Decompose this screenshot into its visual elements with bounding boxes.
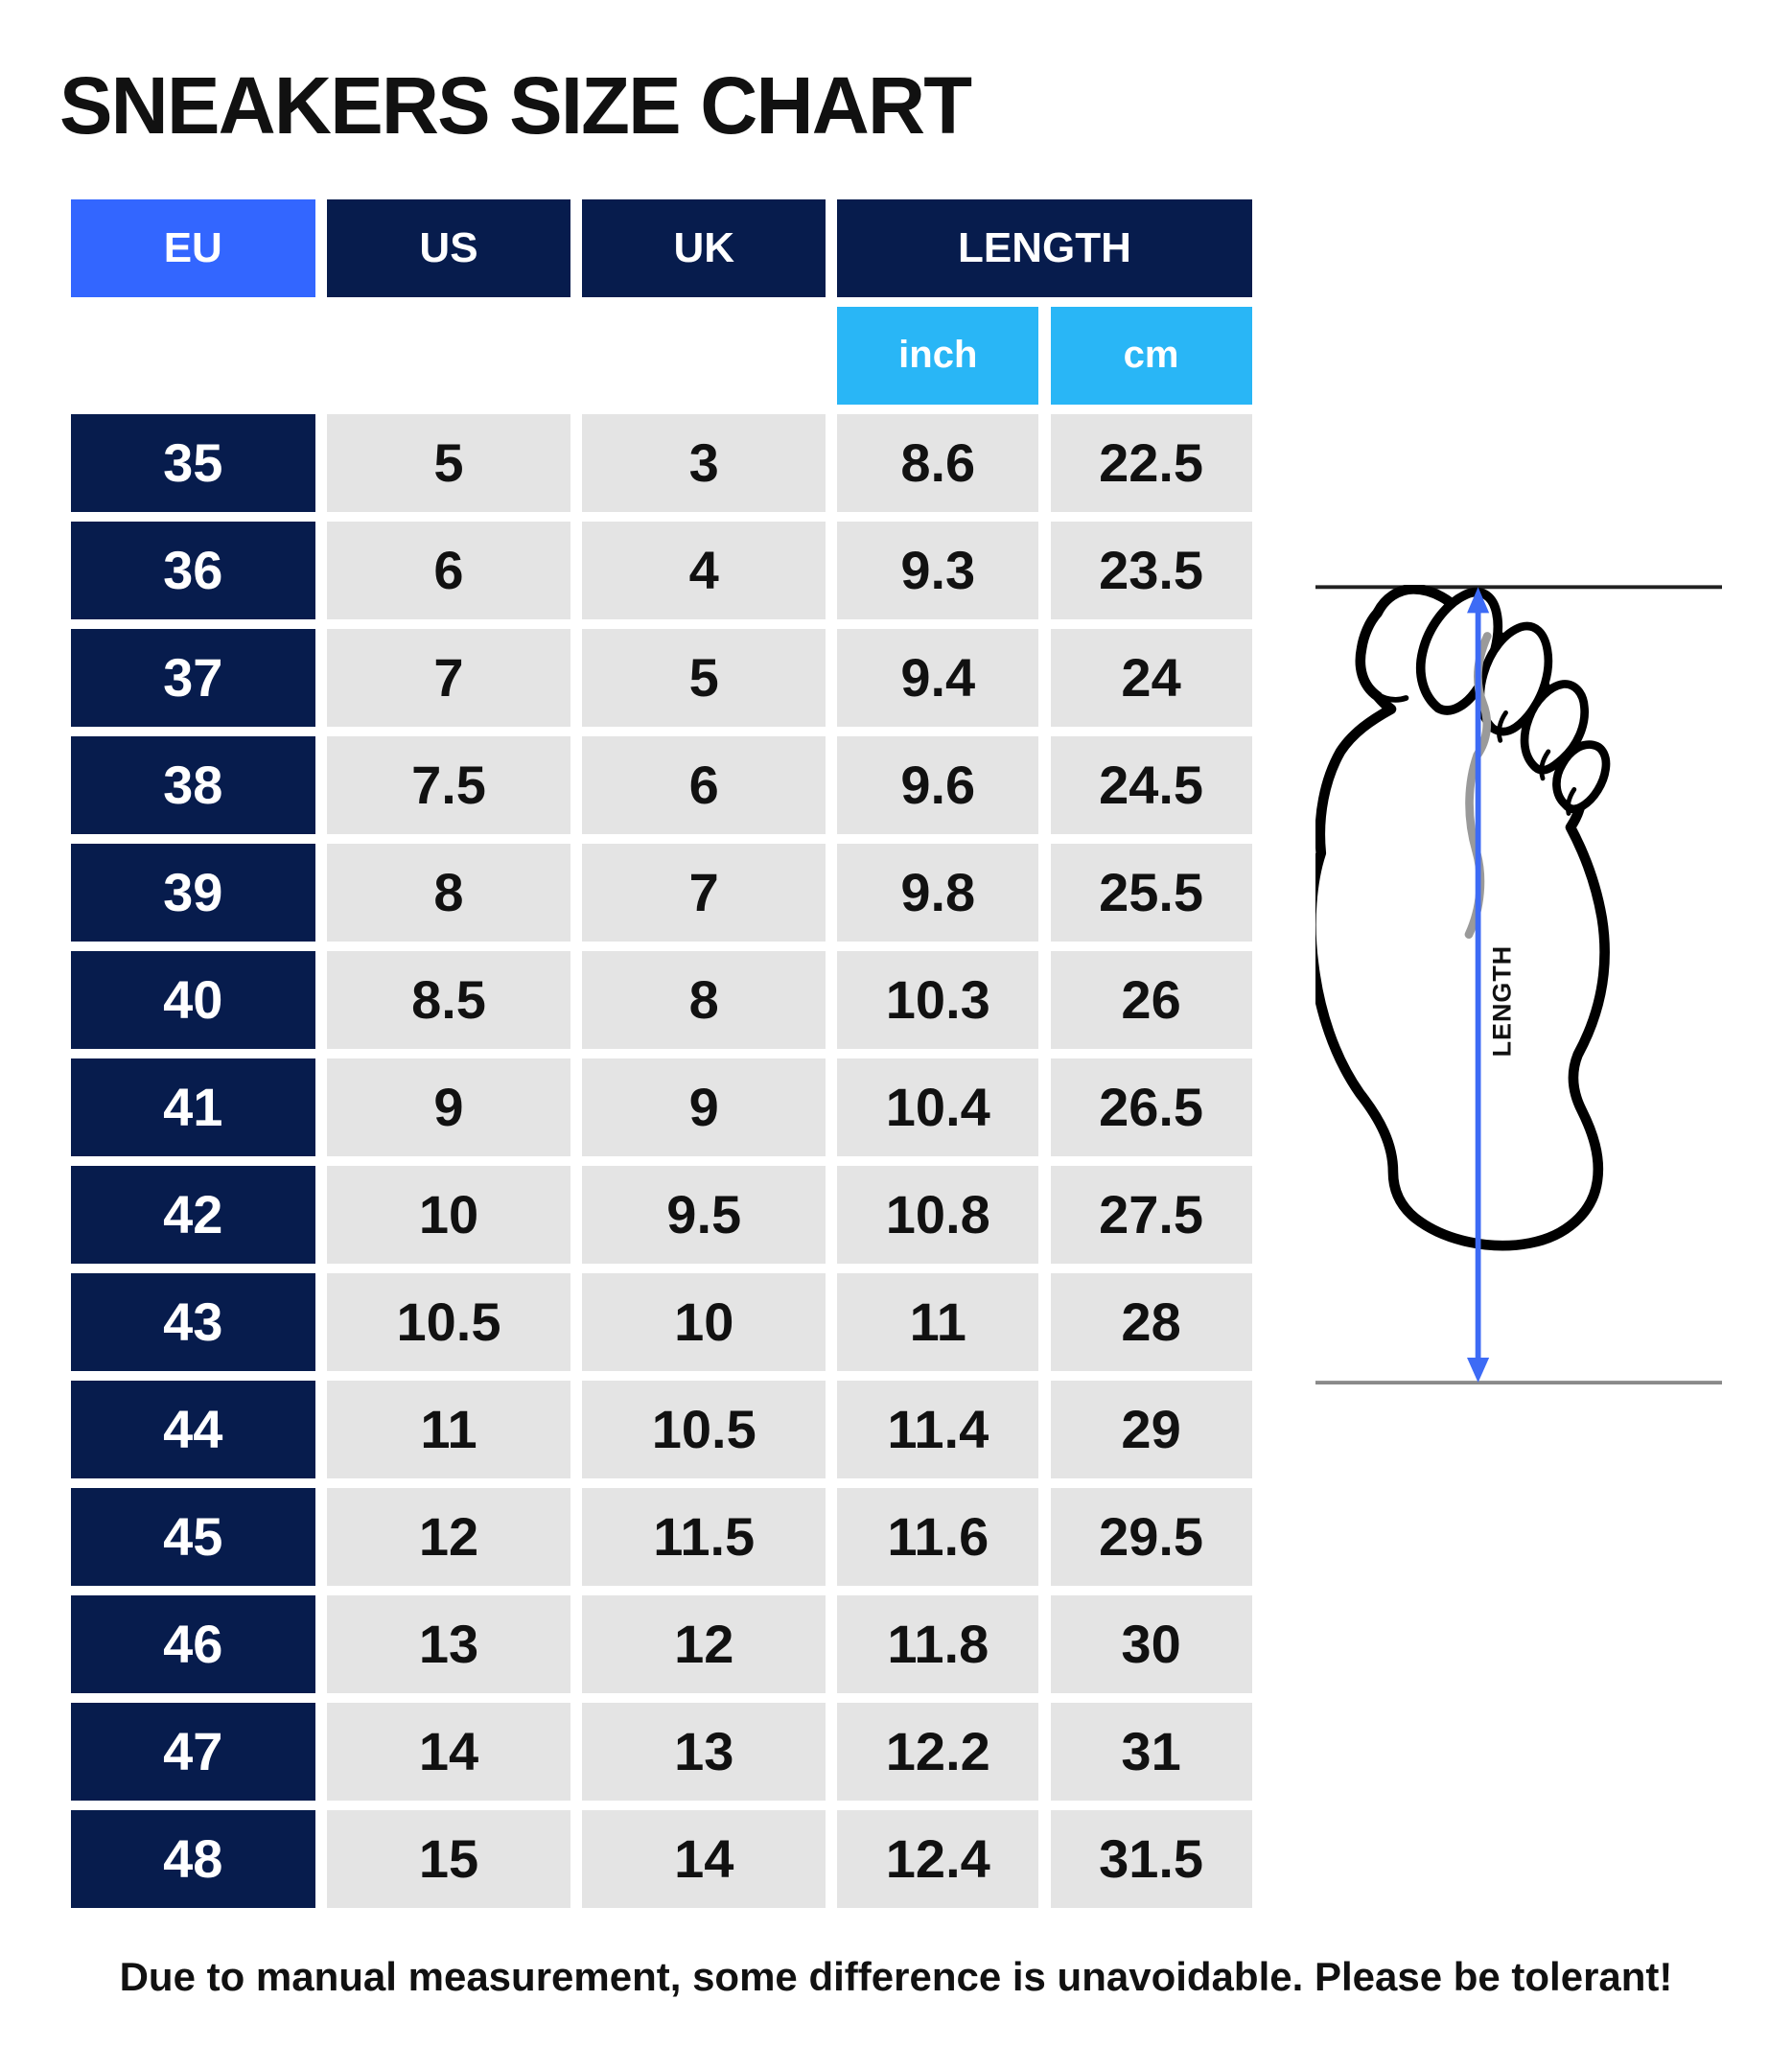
svg-text:LENGTH: LENGTH <box>1487 944 1516 1057</box>
